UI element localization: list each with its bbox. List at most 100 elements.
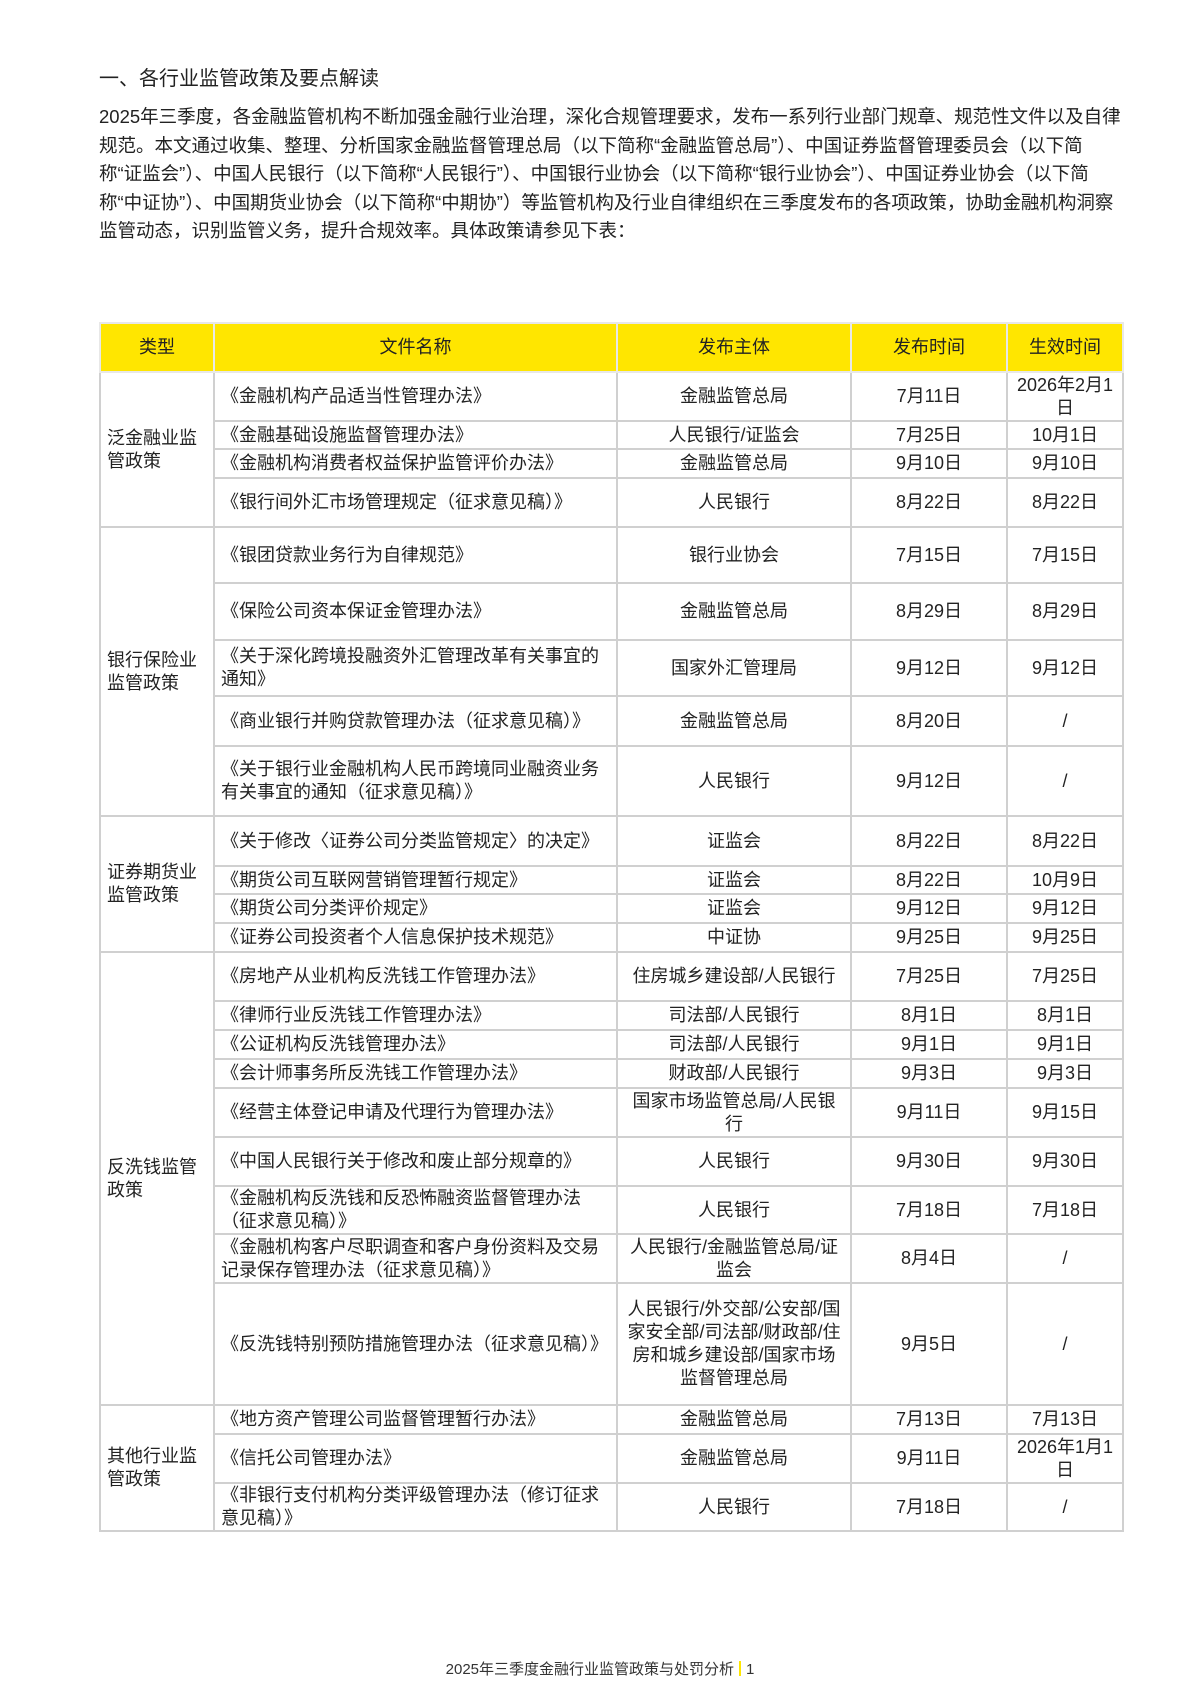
issue-date-cell: 7月25日 [850, 951, 1008, 1002]
issuer-cell: 住房城乡建设部/人民银行 [616, 951, 852, 1002]
issuer-cell: 金融监管总局 [616, 1433, 852, 1484]
issue-date-cell: 9月11日 [850, 1087, 1008, 1138]
effective-date-cell: 10月1日 [1006, 420, 1124, 450]
effective-date-cell: / [1006, 1282, 1124, 1406]
issue-date-cell: 9月12日 [850, 745, 1008, 817]
table-row: 泛金融业监管政策 《金融机构产品适当性管理办法》 金融监管总局 7月11日 2026年2… [99, 371, 1124, 528]
issuer-cell: 司法部/人民银行 [616, 1029, 852, 1060]
issue-date-cell: 9月30日 [850, 1136, 1008, 1187]
document-name-cell: 《会计师事务所反洗钱工作管理办法》 [213, 1058, 618, 1089]
header-issuer: 发布主体 [616, 322, 852, 373]
document-name-cell: 《中国人民银行关于修改和废止部分规章的》 [213, 1136, 618, 1187]
issue-date-cell: 9月1日 [850, 1029, 1008, 1060]
issue-date-cell: 9月25日 [850, 922, 1008, 953]
issue-date-cell: 7月11日 [850, 371, 1008, 422]
table-row: 《商业银行并购贷款管理办法（征求意见稿）》 金融监管总局 8月20日 / [100, 695, 1124, 747]
document-name-cell: 《金融机构消费者权益保护监管评价办法》 [213, 448, 618, 479]
effective-date-cell: 8月22日 [1006, 815, 1124, 867]
issue-date-cell: 9月5日 [850, 1282, 1008, 1406]
document-name-cell: 《非银行支付机构分类评级管理办法（修订征求意见稿）》 [213, 1482, 618, 1532]
effective-date-cell: 2026年1月1日 [1006, 1433, 1124, 1484]
table-row: 《期货公司分类评价规定》 证监会 9月12日 9月12日 [100, 893, 1124, 924]
effective-date-cell: 9月25日 [1006, 922, 1124, 953]
table-row: 《金融机构客户尽职调查和客户身份资料及交易记录保存管理办法（征求意见稿）》 人民银… [100, 1233, 1124, 1284]
issuer-cell: 证监会 [616, 815, 852, 867]
table-row: 《非银行支付机构分类评级管理办法（修订征求意见稿）》 人民银行 7月18日 / [100, 1482, 1124, 1532]
issuer-cell: 人民银行/金融监管总局/证监会 [616, 1233, 852, 1284]
issuer-cell: 人民银行 [616, 1185, 852, 1235]
issuer-cell: 财政部/人民银行 [616, 1058, 852, 1089]
table-row: 《信托公司管理办法》 金融监管总局 9月11日 2026年1月1日 [100, 1433, 1124, 1484]
effective-date-cell: 9月1日 [1006, 1029, 1124, 1060]
table-row: 《金融机构反洗钱和反恐怖融资监督管理办法（征求意见稿）》 人民银行 7月18日 7月1… [100, 1185, 1124, 1235]
issuer-cell: 金融监管总局 [616, 1404, 852, 1435]
table-header-row: 类型 文件名称 发布主体 发布时间 生效时间 [99, 322, 1124, 373]
issuer-cell: 人民银行 [616, 745, 852, 817]
issuer-cell: 中证协 [616, 922, 852, 953]
issuer-cell: 人民银行 [616, 1136, 852, 1187]
document-name-cell: 《期货公司分类评价规定》 [213, 893, 618, 924]
document-name-cell: 《律师行业反洗钱工作管理办法》 [213, 1000, 618, 1031]
document-name-cell: 《信托公司管理办法》 [213, 1433, 618, 1484]
section-heading: 一、各行业监管政策及要点解读 [99, 68, 379, 90]
document-name-cell: 《证券公司投资者个人信息保护技术规范》 [213, 922, 618, 953]
policy-table: 类型 文件名称 发布主体 发布时间 生效时间 泛金融业监管政策 《金融机构产品适当… [99, 322, 1124, 1532]
effective-date-cell: 8月29日 [1006, 582, 1124, 641]
document-name-cell: 《金融机构客户尽职调查和客户身份资料及交易记录保存管理办法（征求意见稿）》 [213, 1233, 618, 1284]
issuer-cell: 银行业协会 [616, 526, 852, 584]
document-name-cell: 《银团贷款业务行为自律规范》 [213, 526, 618, 584]
table-row: 《关于银行业金融机构人民币跨境同业融资业务有关事宜的通知（征求意见稿）》 人民银行… [100, 745, 1124, 817]
issue-date-cell: 8月22日 [850, 865, 1008, 895]
table-row: 《金融基础设施监督管理办法》 人民银行/证监会 7月25日 10月1日 [100, 420, 1124, 450]
effective-date-cell: 7月13日 [1006, 1404, 1124, 1435]
table-row: 证券期货业监管政策 《关于修改〈证券公司分类监管规定〉的决定》 证监会 8月22日 8月… [99, 815, 1124, 953]
category-cell: 银行保险业监管政策 [99, 526, 215, 817]
issuer-cell: 证监会 [616, 865, 852, 895]
document-name-cell: 《房地产从业机构反洗钱工作管理办法》 [213, 951, 618, 1002]
effective-date-cell: 2026年2月1日 [1006, 371, 1124, 422]
issue-date-cell: 9月10日 [850, 448, 1008, 479]
issuer-cell: 金融监管总局 [616, 371, 852, 422]
effective-date-cell: / [1006, 1482, 1124, 1532]
effective-date-cell: / [1006, 695, 1124, 747]
issuer-cell: 证监会 [616, 893, 852, 924]
document-name-cell: 《银行间外汇市场管理规定（征求意见稿）》 [213, 477, 618, 528]
effective-date-cell: 8月1日 [1006, 1000, 1124, 1031]
table-row: 《公证机构反洗钱管理办法》 司法部/人民银行 9月1日 9月1日 [100, 1029, 1124, 1060]
table-body: 泛金融业监管政策 《金融机构产品适当性管理办法》 金融监管总局 7月11日 2026年2… [99, 371, 1124, 1532]
table-row: 《关于深化跨境投融资外汇管理改革有关事宜的通知》 国家外汇管理局 9月12日 9月12… [100, 639, 1124, 697]
category-cell: 泛金融业监管政策 [99, 371, 215, 528]
issuer-cell: 金融监管总局 [616, 695, 852, 747]
document-name-cell: 《金融基础设施监督管理办法》 [213, 420, 618, 450]
effective-date-cell: 9月3日 [1006, 1058, 1124, 1089]
page-number: 1 [746, 1661, 755, 1678]
issue-date-cell: 8月1日 [850, 1000, 1008, 1031]
table-row: 《金融机构消费者权益保护监管评价办法》 金融监管总局 9月10日 9月10日 [100, 448, 1124, 479]
footer-title: 2025年三季度金融行业监管政策与处罚分析 [445, 1661, 735, 1678]
issuer-cell: 人民银行/外交部/公安部/国家安全部/司法部/财政部/住房和城乡建设部/国家市场… [616, 1282, 852, 1406]
table-row: 《律师行业反洗钱工作管理办法》 司法部/人民银行 8月1日 8月1日 [100, 1000, 1124, 1031]
effective-date-cell: 9月12日 [1006, 639, 1124, 697]
category-cell: 证券期货业监管政策 [99, 815, 215, 953]
effective-date-cell: 7月18日 [1006, 1185, 1124, 1235]
issue-date-cell: 8月22日 [850, 477, 1008, 528]
issue-date-cell: 7月15日 [850, 526, 1008, 584]
effective-date-cell: / [1006, 745, 1124, 817]
table-row: 《期货公司互联网营销管理暂行规定》 证监会 8月22日 10月9日 [100, 865, 1124, 895]
document-name-cell: 《金融机构反洗钱和反恐怖融资监督管理办法（征求意见稿）》 [213, 1185, 618, 1235]
table-row: 其他行业监管政策 《地方资产管理公司监督管理暂行办法》 金融监管总局 7月13日 7月1… [99, 1404, 1124, 1532]
header-issue-date: 发布时间 [850, 322, 1008, 373]
issue-date-cell: 7月13日 [850, 1404, 1008, 1435]
issue-date-cell: 8月22日 [850, 815, 1008, 867]
table-row: 《证券公司投资者个人信息保护技术规范》 中证协 9月25日 9月25日 [100, 922, 1124, 953]
issuer-cell: 国家市场监管总局/人民银行 [616, 1087, 852, 1138]
intro-paragraph: 2025年三季度，各金融监管机构不断加强金融行业治理，深化合规管理要求，发布一系… [99, 106, 1121, 241]
issue-date-cell: 7月18日 [850, 1185, 1008, 1235]
header-type: 类型 [99, 322, 215, 373]
issue-date-cell: 9月11日 [850, 1433, 1008, 1484]
issue-date-cell: 9月12日 [850, 893, 1008, 924]
document-name-cell: 《金融机构产品适当性管理办法》 [213, 371, 618, 422]
document-name-cell: 《关于修改〈证券公司分类监管规定〉的决定》 [213, 815, 618, 867]
issue-date-cell: 7月18日 [850, 1482, 1008, 1532]
document-name-cell: 《保险公司资本保证金管理办法》 [213, 582, 618, 641]
